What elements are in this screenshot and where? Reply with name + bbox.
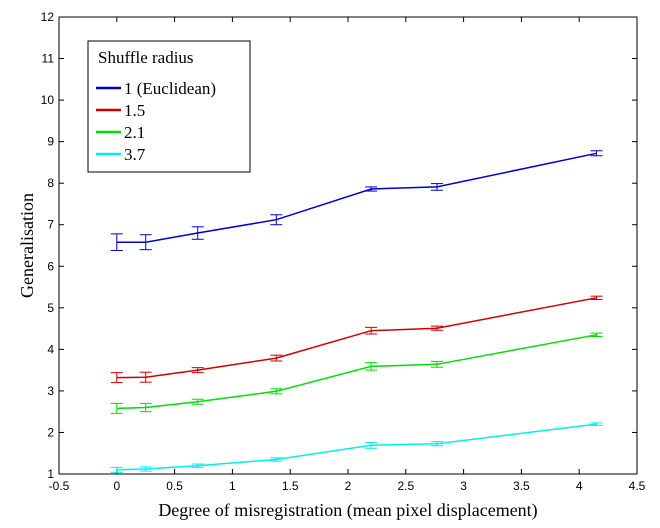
y-tick-label: 4	[47, 342, 54, 356]
x-tick-label: 2	[345, 479, 352, 493]
y-tick-label: 8	[47, 176, 54, 190]
x-tick-label: 2.5	[397, 479, 414, 493]
legend-entry: 1.5	[124, 101, 145, 120]
y-tick-label: 10	[41, 93, 55, 107]
x-tick-label: 0	[113, 479, 120, 493]
y-tick-label: 6	[47, 259, 54, 273]
y-tick-label: 11	[42, 52, 55, 66]
legend: Shuffle radius 1 (Euclidean) 1.5 2.1 3.7	[87, 40, 251, 173]
y-tick-label: 5	[47, 301, 54, 315]
legend-entry: 3.7	[124, 145, 146, 164]
x-tick-label: 4.5	[629, 479, 646, 493]
series-line	[116, 297, 597, 379]
y-tick-label: 1	[47, 467, 54, 481]
x-tick-label: 0.5	[166, 479, 183, 493]
y-tick-label: 2	[47, 425, 54, 439]
y-tick-label: 9	[47, 135, 54, 149]
y-axis-label: Generalisation	[17, 193, 37, 298]
legend-box	[87, 40, 251, 173]
y-tick-label: 12	[41, 10, 55, 24]
y-tick-label: 7	[47, 218, 54, 232]
x-tick-label: 4	[576, 479, 583, 493]
y-tick-label: 3	[47, 384, 54, 398]
legend-entry: 2.1	[124, 123, 145, 142]
series-3	[110, 332, 603, 414]
series-1	[110, 150, 603, 251]
series-line	[116, 423, 597, 471]
series-2	[110, 295, 603, 384]
x-tick-label: -0.5	[49, 479, 70, 493]
legend-title: Shuffle radius	[98, 48, 194, 67]
x-axis-label: Degree of misregistration (mean pixel di…	[158, 500, 537, 521]
x-tick-label: 3.5	[513, 479, 530, 493]
series-4	[110, 422, 603, 473]
x-tick-label: 3	[460, 479, 467, 493]
x-tick-label: 1.5	[282, 479, 299, 493]
series-layer	[110, 150, 603, 473]
x-tick-label: 1	[229, 479, 236, 493]
legend-entry: 1 (Euclidean)	[124, 79, 216, 98]
